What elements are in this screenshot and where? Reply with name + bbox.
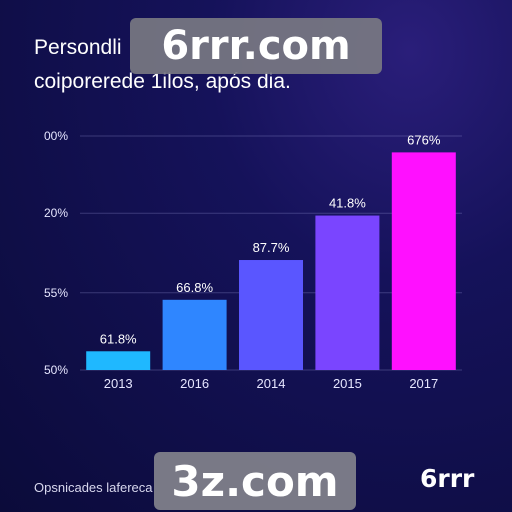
x-tick-label: 2014 [257, 376, 286, 391]
y-tick-label: 50% [44, 363, 68, 377]
data-label: 41.8% [329, 196, 366, 211]
bar-2014 [239, 260, 303, 370]
y-tick-label: 55% [44, 286, 68, 300]
y-axis-ticks: 50% 55% 20% 00% [44, 129, 68, 377]
bar-2016 [162, 299, 227, 370]
x-tick-label: 2017 [409, 376, 438, 391]
data-label: 61.8% [100, 331, 137, 346]
data-label: 676% [407, 132, 441, 147]
data-label: 87.7% [253, 240, 290, 255]
x-tick-label: 2015 [333, 376, 362, 391]
y-tick-label: 00% [44, 129, 68, 143]
x-tick-label: 2013 [104, 376, 133, 391]
watermark-bottom: 3z.com [154, 452, 356, 510]
footer-logo: 6rrr [420, 464, 475, 493]
y-tick-label: 20% [44, 206, 68, 220]
watermark-top: 6rrr.com [130, 18, 382, 74]
bar-2017 [391, 152, 456, 370]
chart-title-line-1: Persondli [34, 36, 122, 59]
footer-note: Opsnicades lafereca [34, 480, 153, 495]
bars [86, 152, 456, 370]
bar-2013 [86, 351, 151, 370]
data-labels: 61.8% 66.8% 87.7% 41.8% 676% [100, 132, 441, 346]
x-tick-label: 2016 [180, 376, 209, 391]
chart-title-line-2: coiporerede 1ilos, após dia. [34, 70, 291, 93]
x-axis-ticks: 2013 2016 2014 2015 2017 [104, 376, 439, 391]
bar-2015 [315, 215, 380, 370]
data-label: 66.8% [176, 280, 213, 295]
